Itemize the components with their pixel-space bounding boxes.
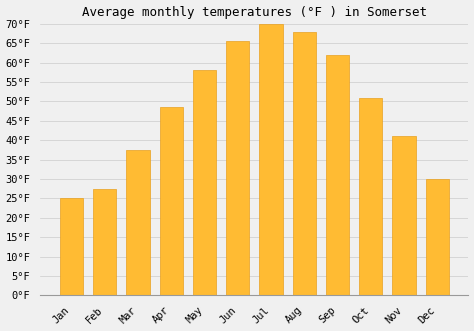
Bar bbox=[93, 189, 116, 295]
Bar bbox=[160, 107, 183, 295]
Bar bbox=[126, 150, 150, 295]
Title: Average monthly temperatures (°F ) in Somerset: Average monthly temperatures (°F ) in So… bbox=[82, 6, 427, 19]
Bar bbox=[60, 198, 83, 295]
Bar bbox=[292, 32, 316, 295]
Bar bbox=[426, 179, 449, 295]
Bar bbox=[226, 41, 249, 295]
Bar bbox=[326, 55, 349, 295]
Bar bbox=[359, 98, 383, 295]
Bar bbox=[392, 136, 416, 295]
Bar bbox=[193, 71, 216, 295]
Bar bbox=[259, 24, 283, 295]
